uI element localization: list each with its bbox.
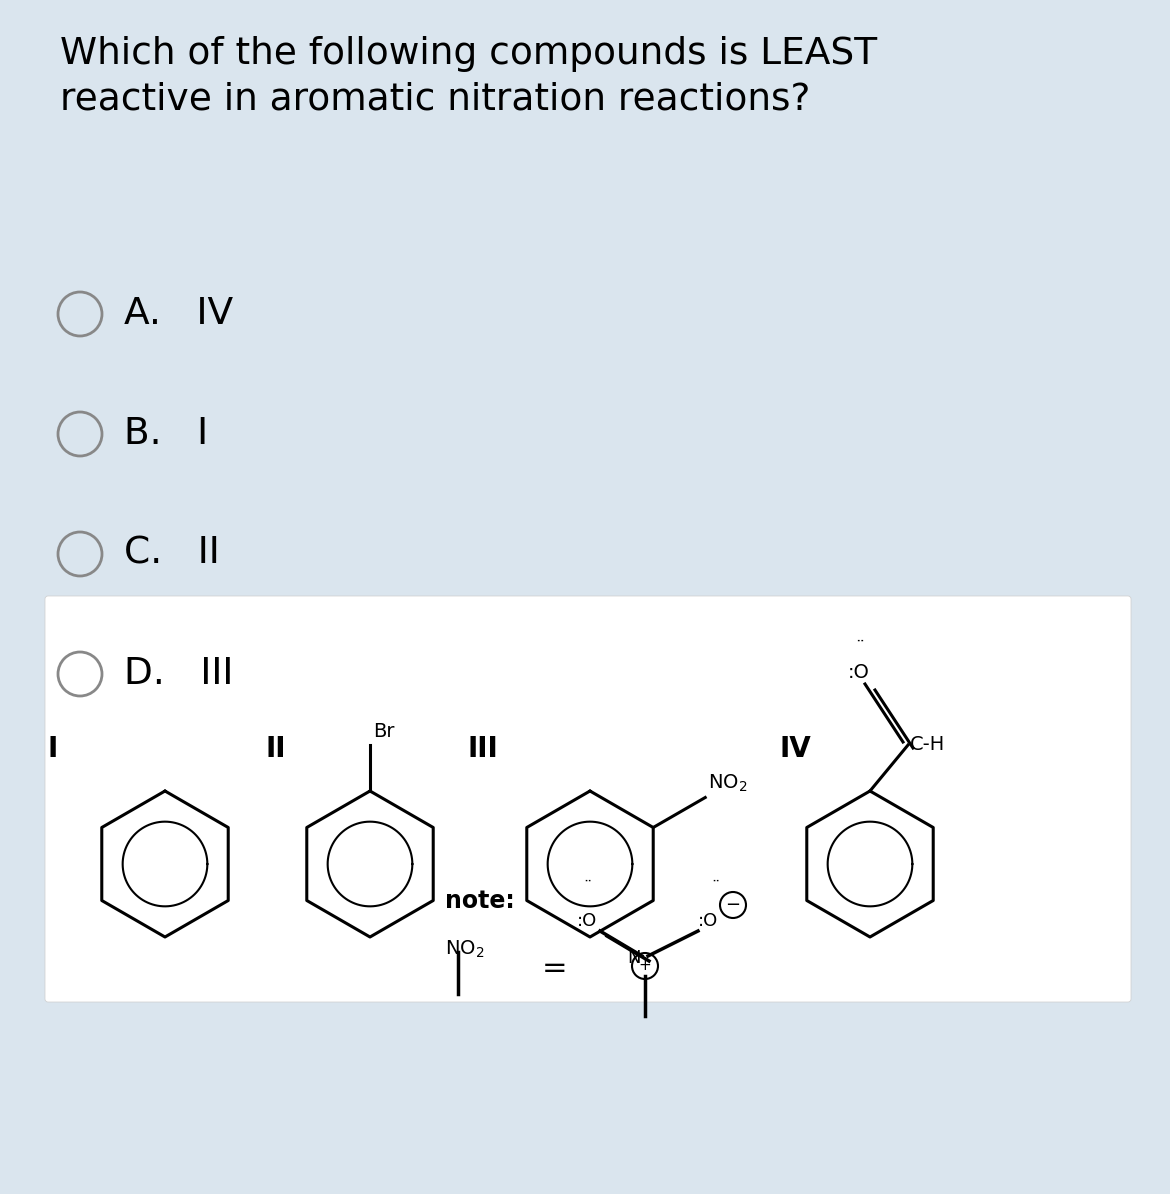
Text: +: + <box>639 959 652 973</box>
Text: ¨: ¨ <box>583 879 591 897</box>
Text: N: N <box>627 949 641 967</box>
Text: C-H: C-H <box>910 736 945 755</box>
Text: :O: :O <box>848 663 869 682</box>
Text: I: I <box>47 736 57 763</box>
Text: IV: IV <box>779 736 811 763</box>
Text: Br: Br <box>373 722 394 741</box>
Text: B.   I: B. I <box>124 416 208 453</box>
Text: ¨: ¨ <box>711 879 720 897</box>
Text: :O: :O <box>577 912 597 930</box>
Text: :O: :O <box>698 912 718 930</box>
Text: A.   IV: A. IV <box>124 296 233 332</box>
Text: Which of the following compounds is LEAST: Which of the following compounds is LEAS… <box>60 36 877 72</box>
Text: ¨: ¨ <box>855 639 865 657</box>
Text: C.   II: C. II <box>124 536 220 572</box>
Text: −: − <box>725 896 741 913</box>
Text: D.   III: D. III <box>124 656 233 693</box>
Text: =: = <box>542 954 567 984</box>
Text: II: II <box>264 736 285 763</box>
Text: reactive in aromatic nitration reactions?: reactive in aromatic nitration reactions… <box>60 81 811 117</box>
Text: NO$_2$: NO$_2$ <box>445 938 484 960</box>
FancyBboxPatch shape <box>44 596 1131 1002</box>
Text: note:: note: <box>445 890 515 913</box>
Text: NO$_2$: NO$_2$ <box>708 774 748 794</box>
Text: III: III <box>467 736 497 763</box>
